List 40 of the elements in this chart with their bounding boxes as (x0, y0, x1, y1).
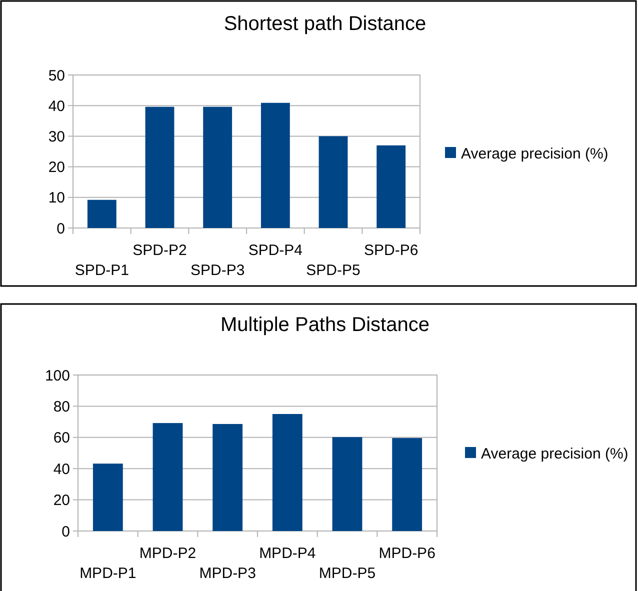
y-tick-label: 20 (53, 492, 70, 510)
x-tick-label: MPD-P3 (199, 565, 256, 582)
x-tick-label: SPD-P1 (74, 262, 130, 279)
y-tick-label: 40 (48, 98, 65, 115)
bar (392, 438, 422, 531)
y-tick-label: 0 (56, 220, 65, 238)
y-tick-label: 60 (53, 430, 70, 447)
bar (87, 200, 116, 228)
y-tick-label: 80 (53, 398, 70, 416)
legend-label: Average precision (%) (481, 445, 628, 462)
x-tick-label: SPD-P2 (132, 242, 187, 259)
y-tick-label: 30 (48, 128, 65, 146)
bar (212, 424, 243, 531)
chart-title: Shortest path Distance (224, 13, 426, 35)
legend-label: Average precision (%) (461, 145, 608, 162)
x-tick-label: MPD-P2 (139, 545, 196, 562)
bar (92, 464, 123, 531)
x-tick-label: SPD-P3 (190, 262, 245, 279)
bar (152, 423, 183, 531)
x-tick-label: SPD-P4 (248, 242, 303, 259)
x-tick-label: MPD-P5 (318, 565, 376, 582)
y-tick-label: 20 (48, 159, 65, 176)
x-tick-label: MPD-P4 (259, 545, 316, 562)
y-tick-label: 50 (48, 67, 65, 84)
x-tick-label: MPD-P1 (80, 565, 136, 582)
y-tick-label: 0 (62, 523, 70, 540)
bar (376, 145, 406, 228)
x-tick-label: SPD-P6 (364, 242, 418, 259)
x-tick-label: MPD-P6 (378, 545, 436, 562)
bar (332, 437, 362, 531)
y-tick-label: 100 (44, 367, 70, 384)
bar (260, 102, 290, 228)
bar (318, 136, 348, 228)
y-tick-label: 40 (53, 460, 70, 478)
x-tick-label: SPD-P5 (306, 262, 360, 279)
bar (203, 106, 232, 228)
bar (145, 106, 174, 228)
chart-title: Multiple Paths Distance (220, 314, 430, 336)
bar (272, 414, 302, 531)
y-tick-label: 10 (48, 190, 65, 207)
